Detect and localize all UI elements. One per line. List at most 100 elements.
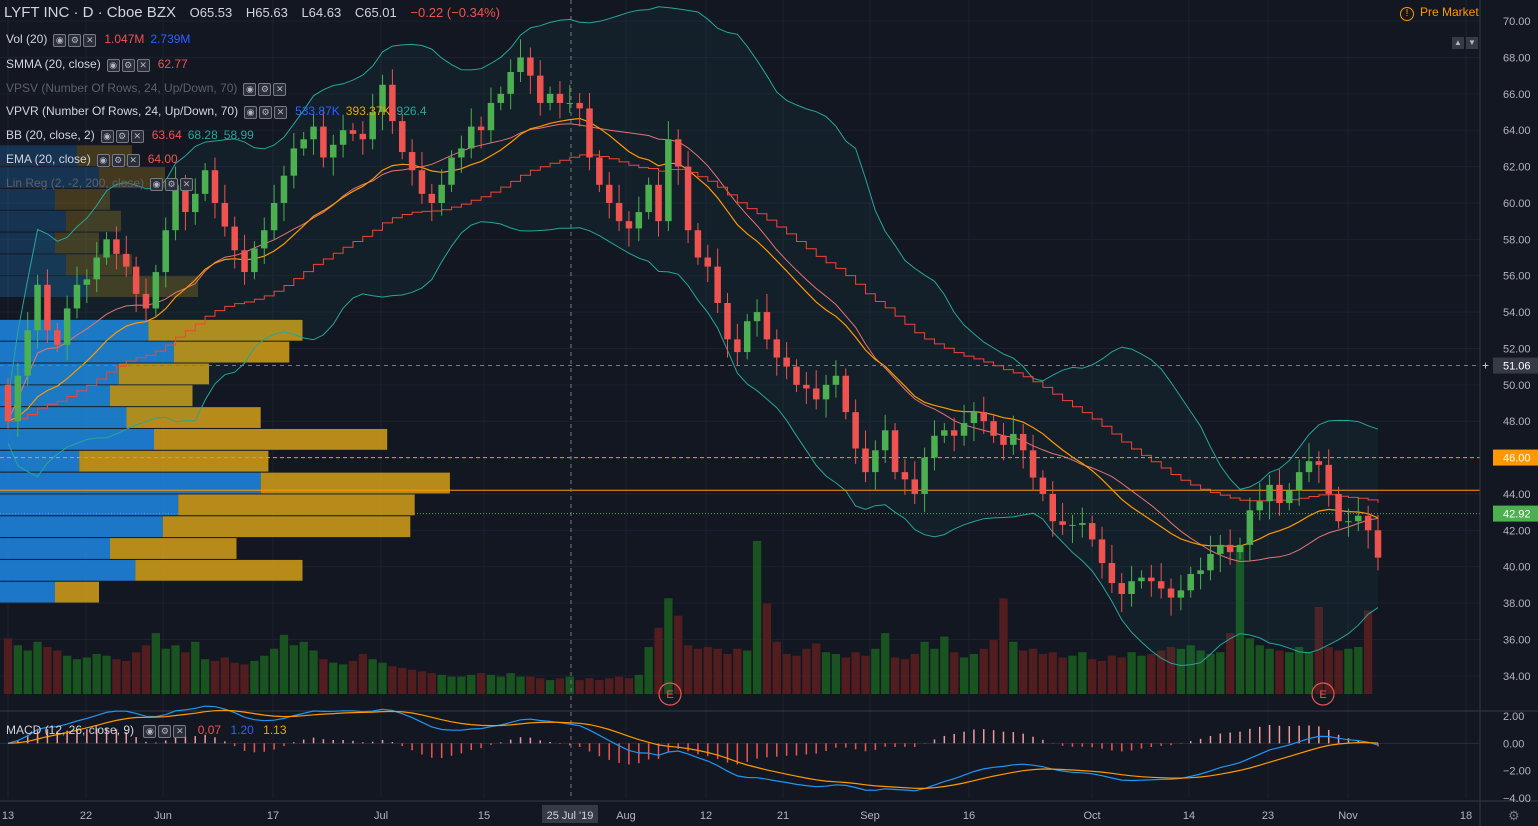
candle-body — [596, 157, 603, 185]
volume-bar — [555, 678, 565, 694]
volume-bar — [368, 659, 377, 694]
eye-icon[interactable]: ◉ — [243, 83, 257, 97]
symbol-title[interactable]: LYFT INC · D · Cboe BZX — [4, 4, 176, 21]
gear-icon[interactable]: ⚙ — [68, 34, 82, 48]
expand-icon[interactable]: ▼ — [1466, 37, 1478, 49]
indicator-value: 1.047M — [104, 32, 145, 46]
indicator-buttons[interactable]: ◉ ⚙ ✕ — [150, 176, 195, 192]
candle-body — [1148, 577, 1155, 582]
smma-step-line — [8, 154, 1379, 503]
volume-bar — [1295, 647, 1304, 694]
indicator-buttons[interactable]: ◉ ⚙ ✕ — [53, 32, 98, 48]
time-tick-label: Nov — [1338, 810, 1358, 822]
candle-body — [477, 126, 485, 131]
price-tick-label: 68.00 — [1503, 52, 1531, 64]
indicator-row[interactable]: BB (20, close, 2) ◉ ⚙ ✕ 63.64 68.28 58.99 — [6, 128, 254, 144]
volume-bar — [141, 645, 151, 694]
eye-icon[interactable]: ◉ — [100, 130, 114, 144]
gear-icon[interactable]: ⚙ — [111, 154, 125, 168]
volume-profile-down — [55, 188, 110, 210]
time-tick-label: Oct — [1083, 810, 1100, 822]
candle-body — [487, 102, 495, 131]
close-icon[interactable]: ✕ — [173, 725, 187, 739]
candle-body — [192, 193, 199, 213]
collapse-icon[interactable]: ▲ — [1452, 37, 1464, 49]
eye-icon[interactable]: ◉ — [53, 34, 67, 48]
crosshair-date-box — [542, 805, 598, 823]
indicator-row[interactable]: VPVR (Number Of Rows, 24, Up/Down, 70) ◉ ⚙… — [6, 104, 427, 120]
eye-icon[interactable]: ◉ — [106, 59, 120, 73]
volume-bar — [1068, 655, 1077, 694]
candle-body — [970, 412, 978, 424]
time-tick-label: Jun — [154, 810, 172, 822]
volume-bar — [329, 662, 338, 694]
volume-bar — [457, 676, 466, 694]
candle-body — [182, 184, 189, 213]
eye-icon[interactable]: ◉ — [96, 154, 110, 168]
volume-bar — [1009, 641, 1018, 694]
price-label-text: 51.06 — [1503, 361, 1531, 373]
volume-profile-up — [0, 145, 77, 167]
indicator-buttons[interactable]: ◉ ⚙ ✕ — [244, 104, 289, 120]
indicator-row[interactable]: EMA (20, close) ◉ ⚙ ✕ 64.00 — [6, 152, 178, 168]
time-tick-label: 15 — [478, 810, 490, 822]
volume-bar — [644, 647, 653, 694]
volume-bar — [723, 653, 732, 694]
volume-bar — [979, 648, 988, 694]
gear-icon[interactable]: ⚙ — [258, 83, 272, 97]
volume-profile-down — [55, 581, 99, 603]
gear-icon[interactable]: ⚙ — [121, 59, 135, 73]
gear-icon[interactable]: ⚙ — [115, 130, 129, 144]
eye-icon[interactable]: ◉ — [143, 725, 157, 739]
candle-body — [152, 272, 160, 309]
candle-body — [24, 330, 31, 376]
indicator-row[interactable]: Vol (20) ◉ ⚙ ✕ 1.047M 2.739M — [6, 32, 190, 48]
close-icon[interactable]: ✕ — [180, 178, 194, 192]
eye-icon[interactable]: ◉ — [244, 106, 258, 120]
volume-bar — [762, 603, 772, 694]
gear-icon[interactable]: ⚙ — [259, 106, 273, 120]
settings-gear-icon[interactable]: ⚙ — [1508, 808, 1520, 823]
candle-body — [1197, 570, 1204, 574]
close-icon[interactable]: ✕ — [126, 154, 140, 168]
time-tick-label: 12 — [700, 810, 712, 822]
indicator-buttons[interactable]: ◉ ⚙ ✕ — [243, 81, 288, 97]
volume-bar — [447, 676, 456, 694]
volume-profile-up — [0, 472, 261, 494]
volume-bar — [171, 645, 180, 694]
indicator-row[interactable]: SMMA (20, close) ◉ ⚙ ✕ 62.77 — [6, 57, 188, 73]
volume-profile-up — [0, 559, 136, 581]
volume-bar — [969, 653, 979, 694]
close-icon[interactable]: ✕ — [274, 106, 288, 120]
candle-body — [1177, 590, 1185, 598]
gear-icon[interactable]: ⚙ — [158, 725, 172, 739]
gear-icon[interactable]: ⚙ — [165, 178, 179, 192]
indicator-row[interactable]: VPSV (Number Of Rows, 24, Up/Down, 70) ◉ ⚙… — [6, 81, 288, 97]
scale-arrows[interactable]: ▲ ▼ — [1452, 32, 1480, 50]
indicator-value: 64.00 — [147, 152, 178, 166]
candle-body — [339, 130, 347, 145]
eye-icon[interactable]: ◉ — [150, 178, 164, 192]
candle-body — [221, 202, 229, 227]
indicator-buttons[interactable]: ◉ ⚙ ✕ — [100, 128, 146, 144]
indicator-buttons[interactable]: ◉ ⚙ ✕ — [96, 152, 142, 168]
volume-bar — [1226, 633, 1235, 694]
macd-buttons[interactable]: ◉ ⚙ ✕ — [143, 723, 188, 739]
close-icon[interactable]: ✕ — [83, 34, 97, 48]
candle-body — [44, 284, 51, 331]
volume-bar — [102, 655, 111, 694]
volume-bar — [831, 653, 841, 694]
time-tick-label: 21 — [777, 810, 789, 822]
close-icon[interactable]: ✕ — [136, 59, 150, 73]
time-tick-label: 14 — [1183, 810, 1195, 822]
close-icon[interactable]: ✕ — [273, 83, 287, 97]
indicator-row[interactable]: Lin Reg (2, -2, 200, close) ◉ ⚙ ✕ — [6, 176, 195, 192]
indicator-buttons[interactable]: ◉ ⚙ ✕ — [106, 57, 152, 73]
candle-body — [704, 257, 712, 267]
close-icon[interactable]: ✕ — [130, 130, 144, 144]
volume-bar — [427, 673, 436, 694]
macd-legend[interactable]: MACD (12, 26, close, 9) ◉ ⚙ ✕ 0.07 1.20 1.… — [6, 723, 287, 739]
premarket-indicator[interactable]: ! Pre Market — [1400, 5, 1479, 21]
volume-bar — [1304, 652, 1314, 694]
